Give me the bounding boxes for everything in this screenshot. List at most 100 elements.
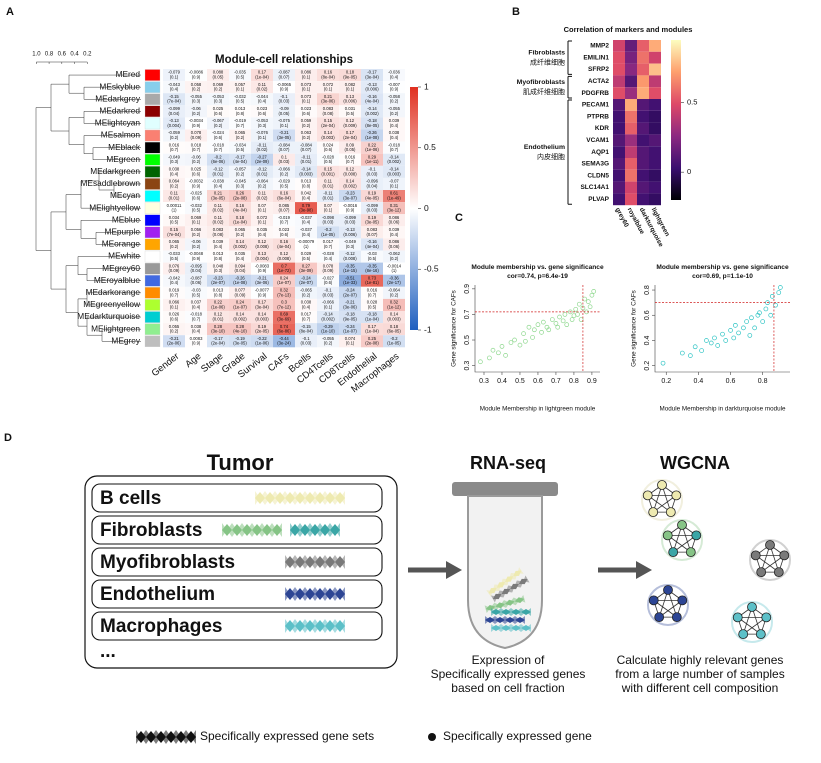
network [731,601,773,643]
point [576,301,582,307]
heat-cell [637,99,649,111]
heat-cell [207,286,229,299]
cell-p-value: (0.4) [192,304,201,309]
point [549,317,555,322]
gene-label: MMP2 [590,43,609,50]
cell-p-value: (0.4) [324,256,333,261]
heat-cell [295,335,317,348]
heat-cell [251,129,273,142]
cell-p-value: (3e-05) [365,220,379,225]
heat-cell [229,311,251,324]
cell-p-value: (0.7) [192,147,201,152]
heat-cell [273,177,295,190]
heat-cell [613,158,625,170]
cell-value: -0.35 [367,263,377,268]
colorbar-label: 0.5 [424,142,436,152]
gene-set-ribbon [485,616,525,624]
column-label: Gender [150,351,182,379]
heat-cell [649,87,661,99]
heat-cell [649,134,661,147]
cell-p-value: (0.002) [233,244,247,249]
ribbon-twist [496,582,505,588]
cell-value: 0.025 [213,106,224,111]
cell-p-value: (0.5) [170,220,179,225]
heat-cell [295,250,317,263]
row-label: MEskyblue [99,81,140,91]
cell-p-value: (1e-05) [321,232,335,237]
cell-value: -0.14 [301,167,311,172]
network-node [732,612,743,623]
heat-cell [649,75,661,88]
heat-cell [649,193,661,206]
axis [654,285,790,373]
heat-cell [229,298,251,311]
heat-cell [383,214,405,227]
heat-cell [317,129,339,142]
cell-p-value: (0.9) [346,208,355,213]
cell-p-value: (0.006) [365,87,379,92]
heat-cell [163,69,185,82]
y-tick-label: 0.6 [644,310,651,320]
ribbon-twist [252,524,262,536]
cell-p-value: (1e-07) [343,329,357,334]
cell-value: 0.16 [324,70,333,75]
cell-value: -0.025 [190,191,203,196]
cell-value: 0.11 [214,215,223,220]
chart-title: Module membership vs. gene significance [471,264,604,271]
x-tick-label: 0.4 [694,378,704,385]
cell-value: -0.17 [235,154,245,159]
heat-cell [361,323,383,336]
cell-p-value: (1e-33) [343,280,357,285]
heat-cell [339,190,361,203]
cell-value: -0.1 [368,167,376,172]
ribbon-twist [505,599,515,606]
cell-value: 0.039 [389,118,400,123]
heat-cell [339,323,361,336]
point [532,327,537,333]
rnaseq-title: RNA-seq [470,453,546,473]
ribbon-twist [325,588,335,600]
cell-value: -0.44 [279,336,289,341]
cell-p-value: (0.09) [235,292,247,297]
cell-value: 0.12 [280,251,289,256]
heat-cell [185,153,207,166]
ribbon-twist [222,524,232,536]
cell-value: -0.35 [345,263,355,268]
cell-value: 0.023 [257,106,268,111]
group-bracket [567,75,572,99]
cell-value: 0.064 [169,179,180,184]
point [692,344,698,350]
cell-p-value: (0.5) [368,304,377,309]
heat-cell [383,190,405,203]
cell-value: -0.0034 [189,118,204,123]
heat-cell [317,81,339,94]
ribbon-twist [513,570,522,577]
heat-cell [251,141,273,154]
cell-p-value: (0.6) [324,280,333,285]
cell-value: -0.018 [212,142,225,147]
cell-p-value: (0.6) [302,111,311,116]
cell-value: 0.039 [213,239,224,244]
row-label: MEdarkturquoise [77,311,140,321]
cell-value: 0.16 [236,203,245,208]
cell-value: 0.13 [346,94,355,99]
cell-value: 0.072 [257,215,268,220]
cell-value: -0.26 [367,130,377,135]
heat-cell [163,129,185,142]
heat-cell [383,129,405,142]
cell-type-box [91,579,383,609]
cell-p-value: (0.1) [346,341,355,346]
heat-cell [163,214,185,227]
heat-cell [207,274,229,287]
ribbon-twist [335,620,345,632]
gene-label: PECAM1 [582,102,609,109]
heat-cell [383,226,405,239]
cell-value: 0.028 [367,300,378,305]
cell-p-value: (2e-07) [343,292,357,297]
heat-cell [613,63,625,76]
row-label: MElightyellow [89,202,141,212]
module-swatch [144,190,161,202]
heat-cell [295,311,317,324]
heat-cell [361,81,383,94]
